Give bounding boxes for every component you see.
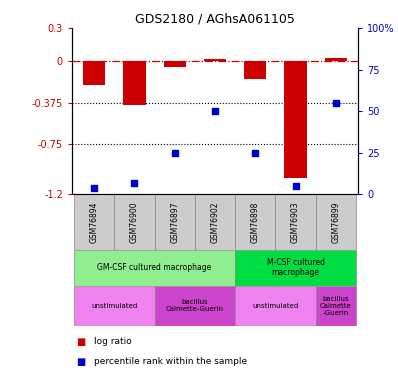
- Text: GSM76894: GSM76894: [90, 201, 99, 243]
- Bar: [154, 286, 235, 326]
- Bar: [204, 59, 226, 61]
- Text: M-CSF cultured
macrophage: M-CSF cultured macrophage: [267, 258, 324, 277]
- Point: [252, 150, 258, 156]
- Text: bacillus
Calmette
-Guerin: bacillus Calmette -Guerin: [320, 296, 352, 316]
- Bar: [74, 194, 114, 249]
- Point: [131, 180, 138, 186]
- Text: GSM76900: GSM76900: [130, 201, 139, 243]
- Bar: [123, 61, 146, 105]
- Bar: [244, 61, 266, 79]
- Bar: [164, 61, 186, 67]
- Point: [293, 183, 299, 189]
- Bar: [316, 286, 356, 326]
- Text: bacillus
Calmette-Guerin: bacillus Calmette-Guerin: [166, 299, 224, 312]
- Bar: [285, 61, 306, 178]
- Text: ■: ■: [76, 337, 85, 347]
- Text: GSM76899: GSM76899: [332, 201, 340, 243]
- Text: ■: ■: [76, 357, 85, 368]
- Bar: [74, 286, 154, 326]
- Point: [91, 185, 98, 191]
- Text: log ratio: log ratio: [94, 337, 132, 346]
- Bar: [83, 61, 105, 85]
- Bar: [235, 286, 316, 326]
- Bar: [74, 249, 235, 286]
- Point: [333, 100, 339, 106]
- Point: [212, 108, 218, 114]
- Bar: [275, 194, 316, 249]
- Bar: [195, 194, 235, 249]
- Bar: [325, 58, 347, 61]
- Text: unstimulated: unstimulated: [252, 303, 298, 309]
- Bar: [114, 194, 154, 249]
- Title: GDS2180 / AGhsA061105: GDS2180 / AGhsA061105: [135, 12, 295, 26]
- Text: GSM76903: GSM76903: [291, 201, 300, 243]
- Text: percentile rank within the sample: percentile rank within the sample: [94, 357, 247, 366]
- Bar: [235, 249, 356, 286]
- Text: GM-CSF cultured macrophage: GM-CSF cultured macrophage: [98, 263, 212, 272]
- Point: [172, 150, 178, 156]
- Text: GSM76897: GSM76897: [170, 201, 179, 243]
- Bar: [235, 194, 275, 249]
- Bar: [154, 194, 195, 249]
- Text: GSM76898: GSM76898: [251, 201, 260, 243]
- Text: GSM76902: GSM76902: [211, 201, 220, 243]
- Text: unstimulated: unstimulated: [91, 303, 137, 309]
- Bar: [316, 194, 356, 249]
